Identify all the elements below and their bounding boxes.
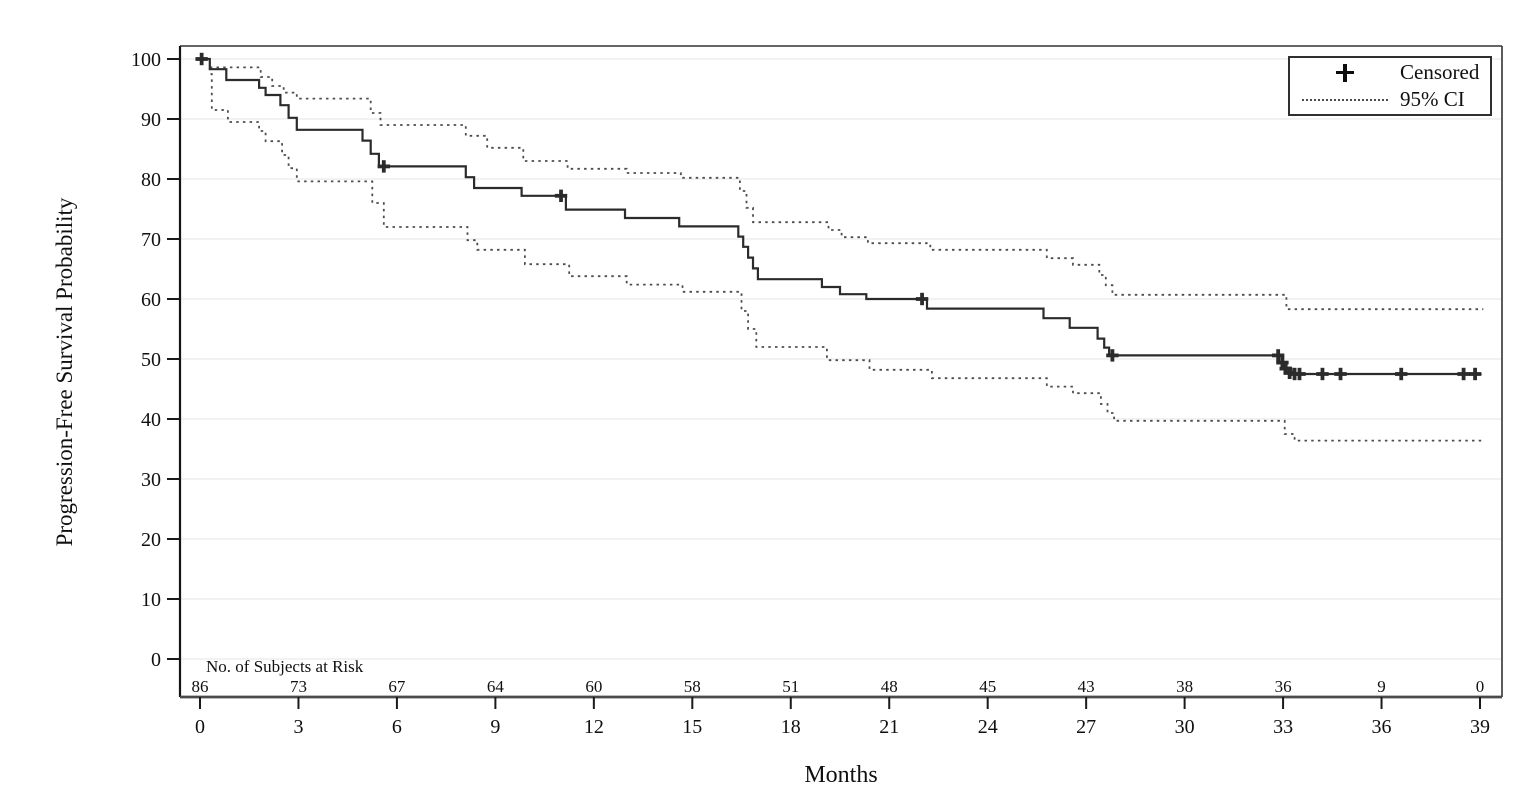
at-risk-row: 86 73 67 64 60 58 51 48 45 43 38 36 9 0	[192, 677, 1485, 696]
legend-row-censored: Censored	[1290, 59, 1490, 86]
y-tick-label: 70	[141, 229, 161, 251]
x-tick-label: 0	[195, 716, 205, 738]
y-tick-label: 80	[141, 169, 161, 191]
at-risk-count: 86	[192, 677, 209, 696]
y-tick-label: 20	[141, 529, 161, 551]
y-tick-label: 10	[141, 589, 161, 611]
gridlines	[180, 58, 1502, 660]
at-risk-count: 51	[782, 677, 799, 696]
censored-plus-icon	[1336, 63, 1354, 82]
at-risk-count: 73	[290, 677, 307, 696]
at-risk-count: 60	[585, 677, 602, 696]
ci-curve	[209, 66, 1484, 311]
x-tick-label: 24	[978, 716, 998, 738]
x-tick-label: 9	[490, 716, 500, 738]
legend-row-ci: 95% CI	[1290, 86, 1490, 113]
x-tick-label: 30	[1175, 716, 1195, 738]
legend-censored-label: Censored	[1400, 60, 1480, 84]
at-risk-count: 67	[388, 677, 406, 696]
x-tick-label: 6	[392, 716, 402, 738]
y-axis-title: Progression-Free Survival Probability	[52, 197, 77, 546]
at-risk-count: 58	[684, 677, 701, 696]
legend-box: Censored 95% CI	[1288, 56, 1492, 116]
x-tick-label: 39	[1470, 716, 1490, 738]
x-tick-label: 15	[682, 716, 702, 738]
at-risk-count: 43	[1078, 677, 1095, 696]
y-tick-label: 60	[141, 289, 161, 311]
y-tick-label: 50	[141, 349, 161, 371]
at-risk-count: 9	[1377, 677, 1386, 696]
at-risk-count: 38	[1176, 677, 1193, 696]
km-curve	[200, 57, 1482, 376]
x-tick-label: 36	[1372, 716, 1392, 738]
ci-dotted-line-icon	[1302, 98, 1388, 101]
legend-ci-label: 95% CI	[1400, 87, 1465, 111]
at-risk-count: 64	[487, 677, 505, 696]
y-tick-label: 100	[131, 49, 161, 71]
y-tick-label: 40	[141, 409, 161, 431]
km-curve-layer	[200, 57, 1482, 376]
ci-curves	[209, 66, 1484, 442]
at-risk-count: 45	[979, 677, 996, 696]
at-risk-count: 48	[881, 677, 898, 696]
at-risk-count: 36	[1275, 677, 1292, 696]
x-axis-title: Months	[804, 762, 877, 788]
x-tick-label: 12	[584, 716, 604, 738]
y-tick-label: 30	[141, 469, 161, 491]
x-tick-label: 18	[781, 716, 801, 738]
x-tick-label: 3	[293, 716, 303, 738]
at-risk-count: 0	[1476, 677, 1485, 696]
censor-marks	[195, 52, 1482, 381]
plot-frame	[178, 45, 1503, 699]
ci-curve	[210, 73, 1484, 442]
at-risk-title: No. of Subjects at Risk	[206, 657, 364, 676]
x-tick-label: 27	[1076, 716, 1096, 738]
x-tick-label: 21	[879, 716, 899, 738]
x-tick-label: 33	[1273, 716, 1293, 738]
y-tick-label: 90	[141, 109, 161, 131]
y-tick-label: 0	[151, 649, 161, 671]
